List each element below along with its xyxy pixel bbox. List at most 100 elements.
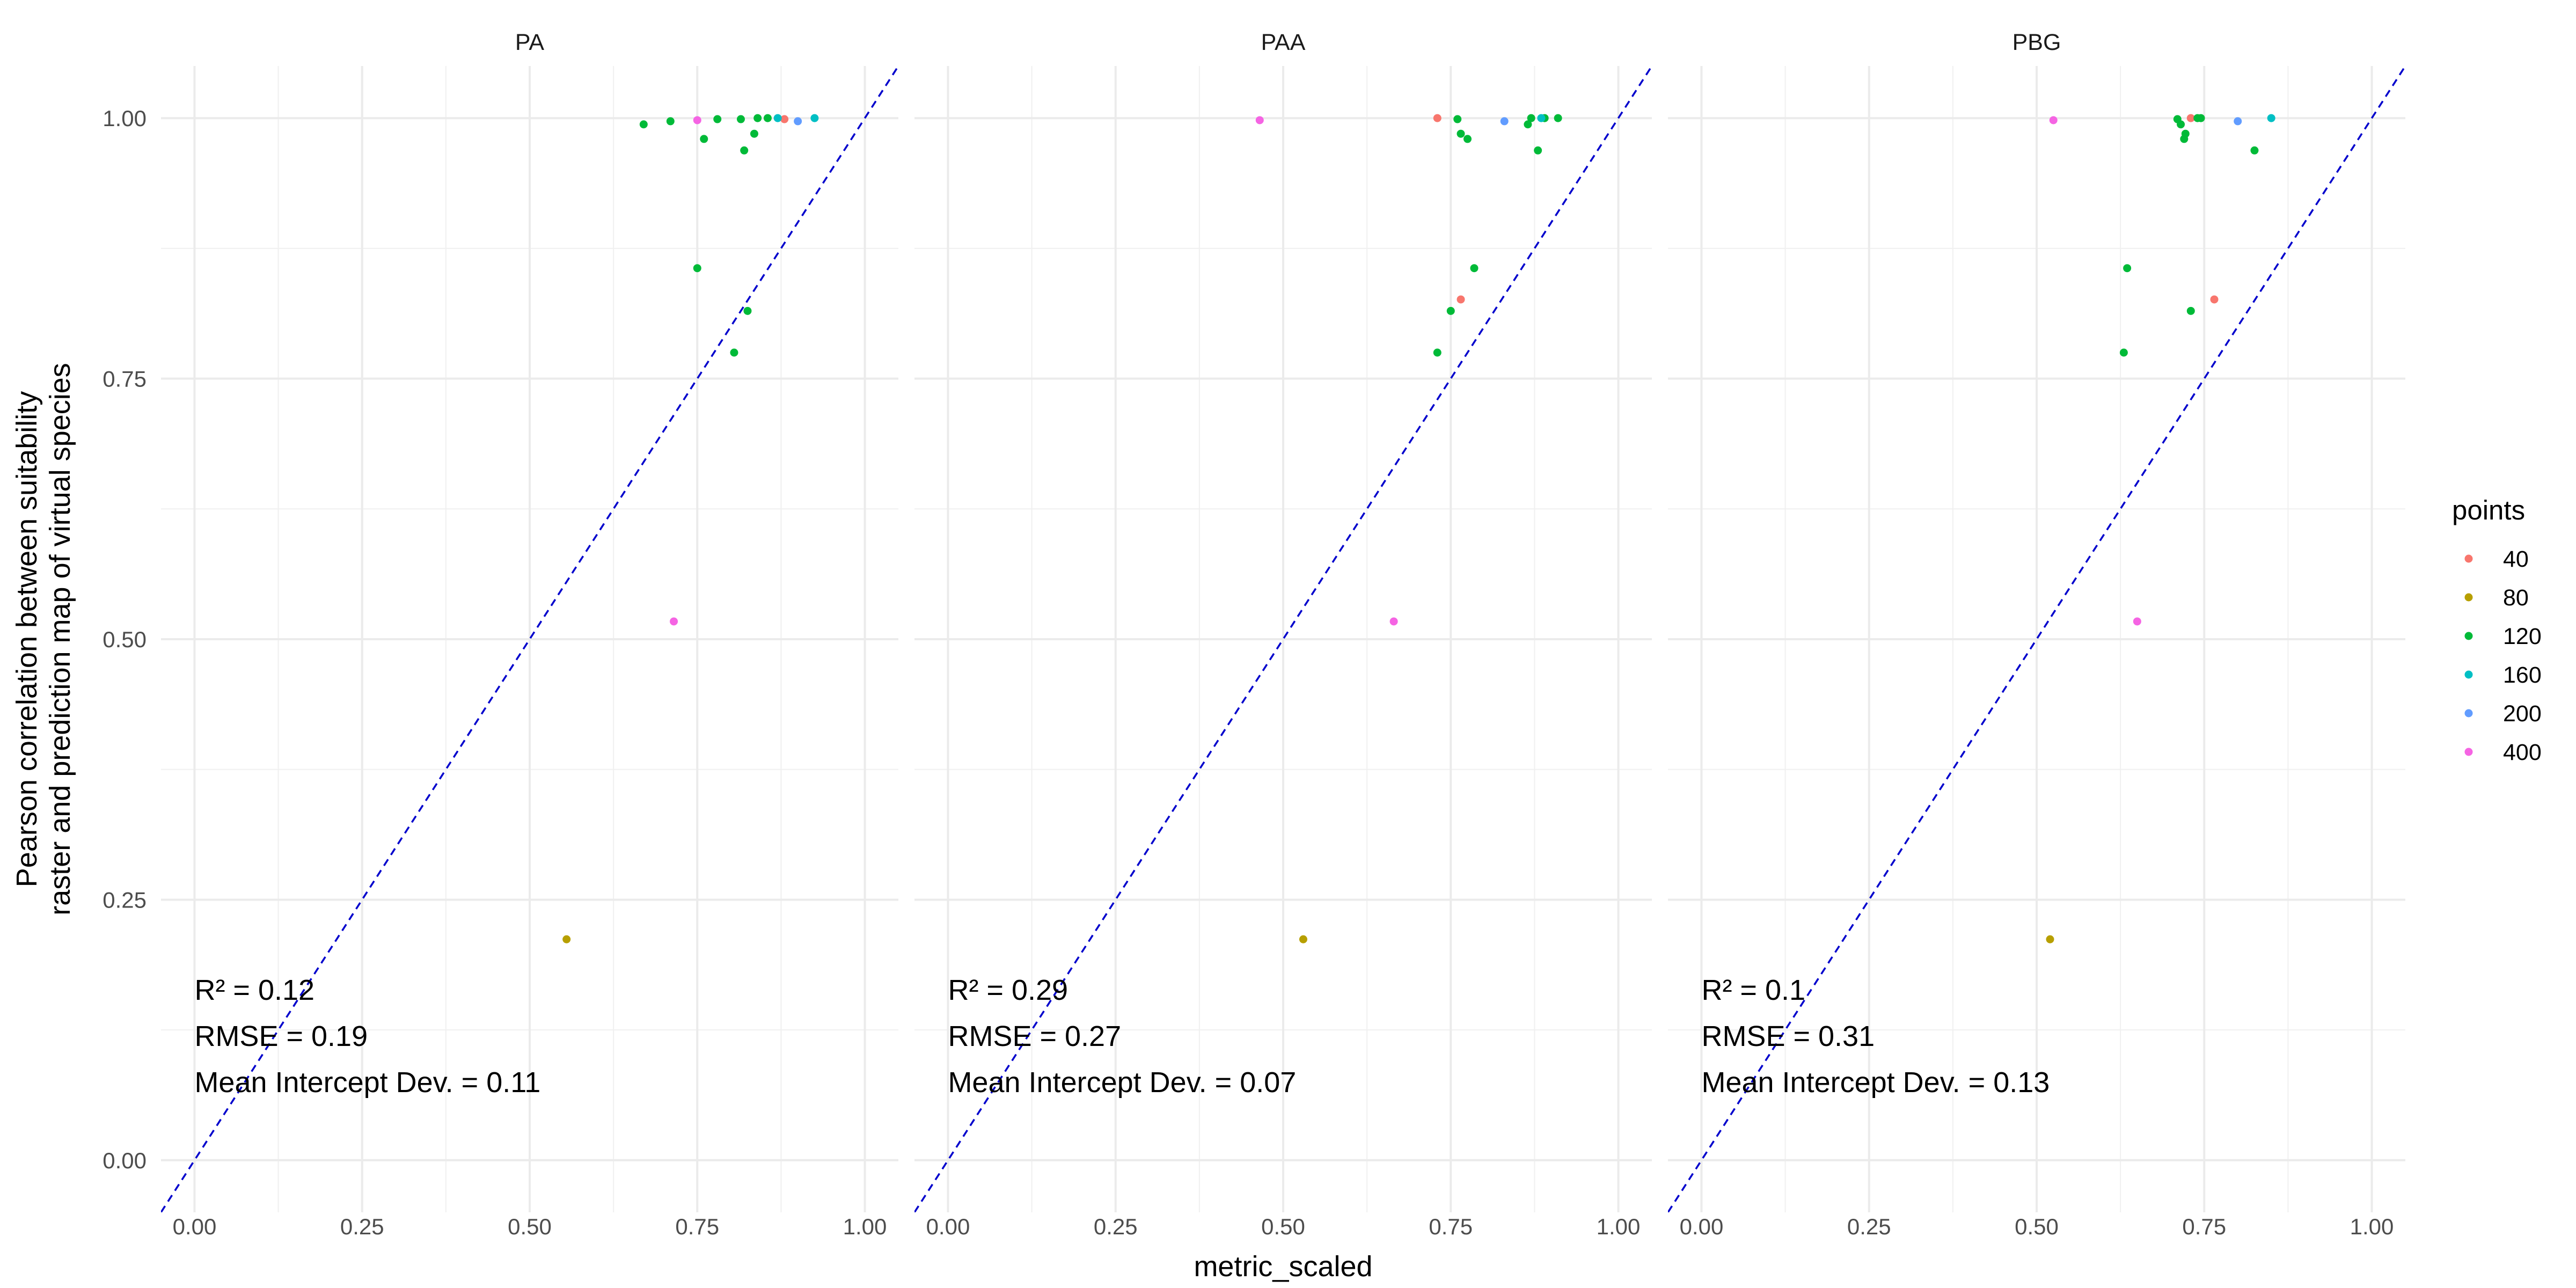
data-point-400 [1255, 116, 1264, 125]
data-point-400 [670, 617, 678, 626]
panel-paa: PAA 0.00 0.25 0.50 0.75 1.00 R² = 0.29 RMSE = 0… [914, 30, 1652, 1239]
data-point-120 [2123, 264, 2132, 273]
x-tick-label: 1.00 [2350, 1214, 2394, 1239]
x-tick-label: 0.50 [508, 1214, 552, 1239]
x-tick-label: 0.00 [173, 1214, 217, 1239]
data-point-40 [2210, 295, 2219, 304]
panel-title: PAA [1261, 30, 1306, 55]
data-point-120 [1433, 348, 1441, 357]
legend-label: 80 [2503, 585, 2529, 611]
data-point-40 [2186, 114, 2195, 122]
panel-title: PBG [2012, 30, 2061, 55]
reference-line-y-equals-x [914, 66, 1652, 1212]
data-point-120 [713, 115, 722, 123]
data-point-160 [2267, 114, 2275, 122]
legend-label: 40 [2503, 546, 2529, 572]
data-point-160 [810, 114, 819, 122]
data-point-120 [1457, 129, 1465, 138]
stat-annotation: Mean Intercept Dev. = 0.07 [948, 1066, 1296, 1099]
points [2046, 114, 2275, 943]
data-point-120 [1534, 146, 1542, 155]
x-tick-label: 0.25 [1847, 1214, 1891, 1239]
data-point-120 [743, 306, 752, 315]
data-point-120 [1524, 120, 1532, 129]
data-point-200 [1500, 117, 1509, 126]
y-tick-label: 1.00 [103, 106, 147, 131]
points [1255, 114, 1562, 943]
legend-key-120 [2464, 632, 2473, 640]
x-tick-label: 0.50 [2015, 1214, 2059, 1239]
data-point-160 [1537, 114, 1546, 122]
legend-label: 400 [2503, 740, 2542, 765]
legend-label: 200 [2503, 701, 2542, 727]
legend: points 40 80 120 160 200 400 [2452, 495, 2542, 765]
panel-title: PA [515, 30, 544, 55]
data-point-120 [666, 117, 675, 126]
legend-key-80 [2464, 593, 2473, 602]
gridlines [1668, 66, 2405, 1212]
data-point-120 [1527, 114, 1535, 122]
x-tick-label: 1.00 [843, 1214, 887, 1239]
y-axis-title-line: Pearson correlation between suitability [11, 391, 43, 888]
data-point-40 [780, 115, 789, 123]
data-point-40 [1457, 295, 1465, 304]
y-tick-label: 0.75 [103, 367, 147, 392]
points [562, 114, 819, 943]
data-point-120 [2250, 146, 2259, 155]
data-point-120 [763, 114, 772, 122]
data-point-160 [773, 114, 782, 122]
data-point-120 [693, 264, 701, 273]
panel-pbg: PBG 0.00 0.25 0.50 0.75 1.00 R² = 0.1 RMSE = 0.… [1668, 30, 2405, 1239]
data-point-120 [639, 120, 648, 129]
legend-key-400 [2464, 748, 2473, 756]
legend-label: 120 [2503, 624, 2542, 649]
y-tick-label: 0.50 [103, 627, 147, 652]
data-point-400 [693, 116, 701, 125]
data-point-200 [794, 117, 802, 126]
x-tick-label: 1.00 [1597, 1214, 1641, 1239]
y-tick-label: 0.00 [103, 1148, 147, 1173]
x-tick-label: 0.00 [1680, 1214, 1724, 1239]
data-point-120 [2197, 114, 2205, 122]
data-point-120 [700, 135, 708, 143]
data-point-80 [1299, 935, 1307, 943]
reference-line-y-equals-x [1668, 66, 2405, 1212]
legend-key-200 [2464, 709, 2473, 718]
data-point-120 [753, 114, 762, 122]
x-tick-label: 0.50 [1261, 1214, 1305, 1239]
plot-area: PA 0.00 0.25 0.50 0.75 1.00 0.00 0.25 0.50 0.75 1.… [103, 30, 2405, 1239]
x-tick-label: 0.00 [926, 1214, 970, 1239]
gridlines [914, 66, 1652, 1212]
data-point-120 [730, 348, 738, 357]
data-point-120 [2186, 306, 2195, 315]
stat-annotation: Mean Intercept Dev. = 0.11 [194, 1066, 540, 1099]
x-tick-label: 0.75 [2182, 1214, 2226, 1239]
data-point-120 [1463, 135, 1472, 143]
legend-key-160 [2464, 670, 2473, 679]
data-point-400 [1389, 617, 1398, 626]
x-tick-label: 0.75 [1429, 1214, 1473, 1239]
stat-annotation: R² = 0.1 [1701, 974, 1805, 1006]
data-point-120 [2119, 348, 2128, 357]
stat-annotation: RMSE = 0.19 [194, 1020, 368, 1052]
data-point-120 [2177, 120, 2185, 129]
x-tick-label: 0.75 [675, 1214, 719, 1239]
data-point-120 [1554, 114, 1562, 122]
data-point-120 [1453, 115, 1462, 123]
data-point-400 [2133, 617, 2141, 626]
stat-annotation: R² = 0.12 [194, 974, 314, 1006]
data-point-80 [562, 935, 571, 943]
stat-annotation: RMSE = 0.31 [1701, 1020, 1875, 1052]
legend-label: 160 [2503, 662, 2542, 688]
data-point-120 [750, 129, 758, 138]
reference-line-y-equals-x [161, 66, 898, 1212]
x-tick-label: 0.25 [1094, 1214, 1138, 1239]
stat-annotation: R² = 0.29 [948, 974, 1068, 1006]
data-point-120 [740, 146, 749, 155]
legend-key-40 [2464, 554, 2473, 563]
stat-annotation: RMSE = 0.27 [948, 1020, 1121, 1052]
data-point-120 [1470, 264, 1479, 273]
data-point-80 [2046, 935, 2054, 943]
data-point-120 [2181, 129, 2190, 138]
